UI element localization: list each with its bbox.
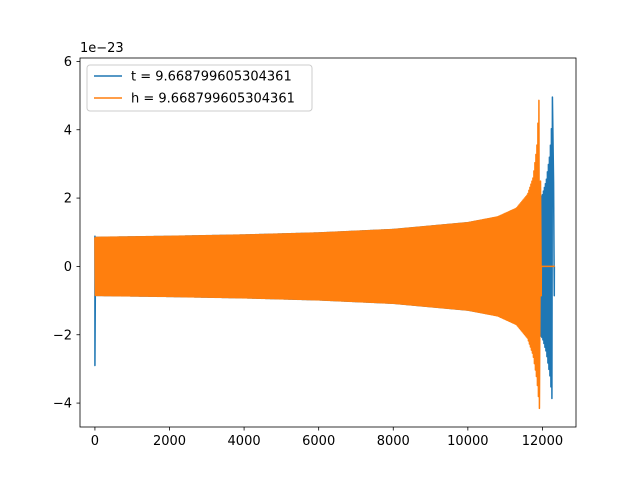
legend: t = 9.668799605304361 h = 9.6687996053043… (86, 64, 313, 112)
y-tick-label: 0 (64, 260, 72, 275)
plot-frame (79, 57, 577, 428)
axes: 0 2000 4000 6000 8000 10000 12000 −4 −2 0 2 4 6 (53, 55, 577, 449)
legend-label: h = 9.668799605304361 (131, 92, 295, 107)
legend-box (86, 64, 313, 112)
x-tick-label: 8000 (377, 434, 410, 449)
legend-label: t = 9.668799605304361 (131, 70, 292, 85)
y-tick-label: −4 (53, 397, 72, 412)
y-tick-label: −2 (53, 328, 72, 343)
x-tick-label: 2000 (153, 434, 186, 449)
x-tick-label: 10000 (447, 434, 488, 449)
x-tick-label: 12000 (522, 434, 563, 449)
series-h-line (94, 99, 555, 410)
y-tick-label: 4 (64, 123, 72, 138)
y-axis-offset-label: 1e−23 (80, 41, 124, 56)
y-tick-label: 6 (64, 55, 72, 70)
x-tick-label: 0 (91, 434, 99, 449)
plot-area (94, 96, 556, 410)
x-tick-label: 4000 (228, 434, 261, 449)
y-tick-label: 2 (64, 192, 72, 207)
x-tick-label: 6000 (302, 434, 335, 449)
